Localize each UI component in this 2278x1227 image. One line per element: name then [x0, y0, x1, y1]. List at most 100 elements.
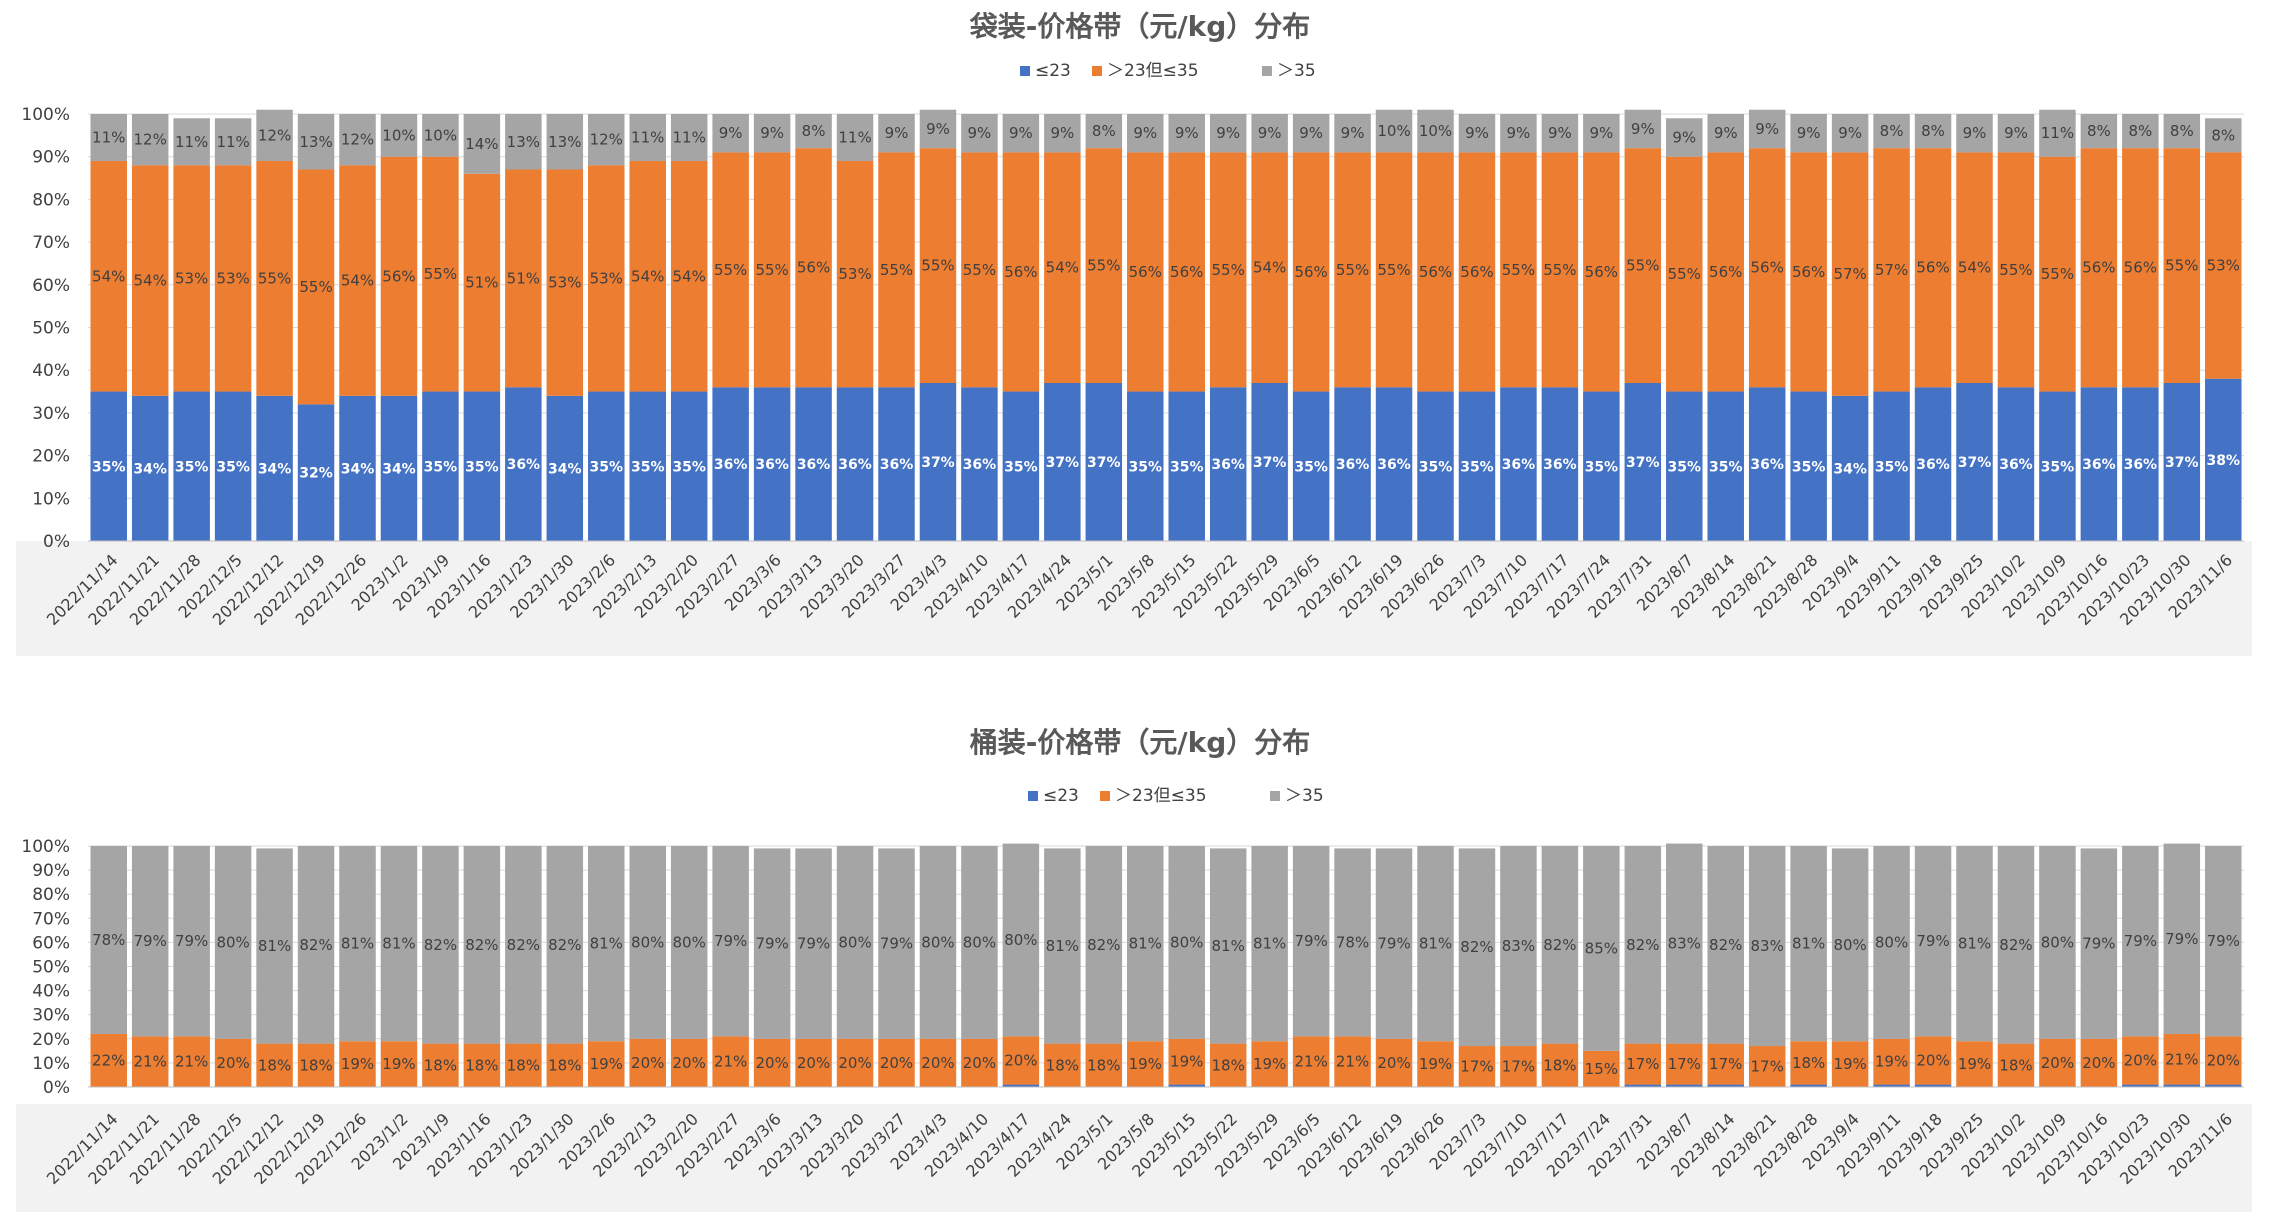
y-tick-label: 0%: [43, 532, 70, 552]
bar-segment: [1624, 1084, 1662, 1087]
bar-segment: [1127, 152, 1164, 392]
bar-segment: [1209, 1043, 1247, 1087]
y-tick-label: 10%: [32, 1054, 70, 1074]
data-label: 54%: [1046, 259, 1079, 277]
bar-segment: [2039, 156, 2076, 392]
bar-segment: [505, 846, 542, 1044]
data-label: 17%: [1502, 1058, 1535, 1076]
data-label: 36%: [1543, 457, 1577, 473]
bar-segment: [2205, 1084, 2242, 1087]
x-axis-band: [16, 1104, 2252, 1212]
y-tick-label: 20%: [32, 447, 70, 467]
bar-segment: [1168, 152, 1205, 392]
bar-segment: [2163, 114, 2201, 149]
bar-segment: [795, 387, 832, 541]
data-label: 18%: [1212, 1056, 1245, 1074]
data-label: 21%: [2165, 1050, 2198, 1068]
bar-segment: [1375, 1038, 1413, 1087]
data-label: 8%: [1880, 122, 1904, 140]
bar-segment: [1583, 846, 1620, 1051]
data-label: 9%: [1133, 124, 1157, 142]
bar-segment: [90, 160, 127, 392]
bar-segment: [1002, 843, 1040, 1037]
chart-2: 桶装-价格带（元/kg）分布 ≤23 ＞23但≤35 ＞35 0% 10% 20% 30% 40…: [16, 726, 2252, 1212]
data-label: 36%: [507, 457, 541, 473]
bar-segment: [1831, 395, 1869, 541]
legend: ≤23 ＞23但≤35 ＞35: [1020, 61, 1316, 81]
data-label: 55%: [2041, 265, 2074, 283]
data-label: 81%: [1212, 937, 1245, 955]
data-label: 10%: [424, 126, 457, 144]
data-label: 54%: [341, 272, 374, 290]
bar-segment: [2163, 1033, 2201, 1085]
data-label: 83%: [1502, 937, 1535, 955]
data-label: 55%: [2165, 257, 2198, 275]
bar-segment: [919, 846, 957, 1039]
bar-segment: [546, 395, 584, 541]
bar-segment: [712, 846, 749, 1037]
bar-segment: [670, 846, 708, 1039]
bar-segment: [1127, 1041, 1164, 1087]
bar-segment: [1209, 114, 1247, 153]
bar-segment: [2205, 152, 2242, 379]
y-tick-label: 50%: [32, 319, 70, 339]
data-label: 11%: [631, 128, 664, 146]
legend-swatch: [1262, 66, 1272, 76]
data-label: 80%: [921, 933, 954, 951]
bar-segment: [1168, 1038, 1205, 1085]
data-label: 9%: [1838, 124, 1862, 142]
data-label: 79%: [714, 932, 747, 950]
bar-segment: [1458, 848, 1496, 1047]
bar-segment: [1707, 1043, 1744, 1085]
bar-segment: [1251, 846, 1288, 1042]
data-label: 20%: [797, 1054, 830, 1072]
bar-segment: [505, 387, 542, 541]
bar-segment: [297, 1043, 335, 1087]
bar-segment: [339, 395, 376, 541]
bar-segment: [463, 173, 501, 392]
bar-segment: [1624, 846, 1662, 1044]
data-label: 81%: [590, 935, 623, 953]
data-label: 11%: [673, 128, 706, 146]
legend-swatch: [1020, 66, 1030, 76]
data-label: 35%: [590, 459, 624, 475]
data-label: 37%: [1087, 455, 1121, 471]
data-label: 20%: [2124, 1051, 2157, 1069]
data-label: 11%: [92, 128, 125, 146]
data-label: 80%: [1170, 933, 1203, 951]
bar-segment: [1334, 152, 1371, 388]
legend-swatch: [1092, 66, 1102, 76]
bar-segment: [670, 114, 708, 161]
bar-segment: [2163, 148, 2201, 384]
bar-segment: [1831, 848, 1869, 1042]
data-label: 82%: [1999, 936, 2032, 954]
data-label: 51%: [507, 269, 540, 287]
data-label: 9%: [1258, 124, 1282, 142]
data-label: 55%: [299, 278, 332, 296]
bar-segment: [2080, 387, 2118, 541]
chart-title: 袋装-价格带（元/kg）分布: [969, 10, 1311, 43]
bar-segment: [2039, 391, 2076, 541]
data-label: 9%: [1465, 124, 1489, 142]
bar-segment: [422, 156, 459, 392]
data-label: 9%: [1589, 124, 1613, 142]
bar-segment: [256, 1043, 293, 1087]
bar-segment: [2080, 1038, 2118, 1087]
data-label: 21%: [134, 1053, 167, 1071]
bar-segment: [1334, 114, 1371, 153]
data-label: 20%: [673, 1054, 706, 1072]
data-label: 82%: [465, 936, 498, 954]
data-label: 37%: [1253, 455, 1287, 471]
bar-segment: [2122, 114, 2159, 149]
data-label: 8%: [1921, 122, 1945, 140]
data-label: 35%: [1129, 459, 1163, 475]
data-label: 12%: [590, 131, 623, 149]
bar-segment: [256, 109, 293, 161]
data-label: 20%: [1916, 1051, 1949, 1069]
bar-segment: [1085, 1043, 1123, 1087]
data-label: 18%: [1999, 1056, 2032, 1074]
data-label: 56%: [797, 259, 830, 277]
data-label: 80%: [963, 933, 996, 951]
bar-segment: [1914, 148, 1952, 388]
data-label: 54%: [673, 267, 706, 285]
